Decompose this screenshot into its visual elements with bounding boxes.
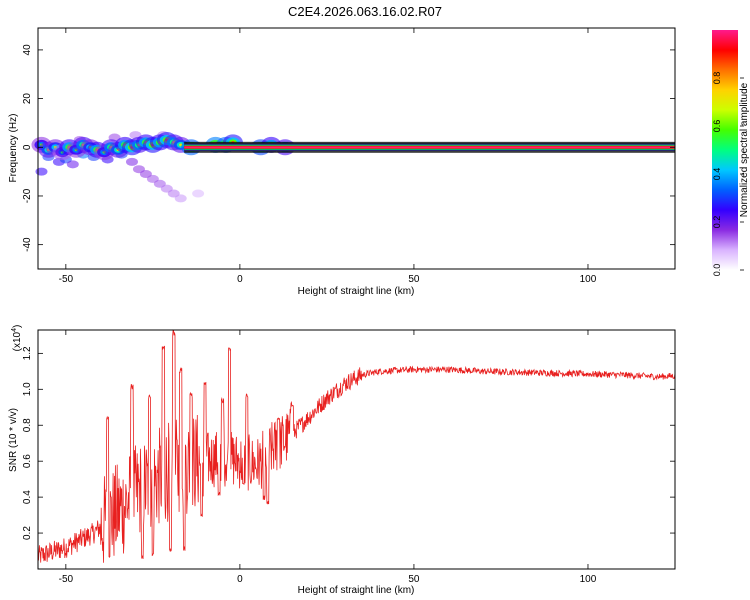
colorbar-tick-label: 0.8 xyxy=(712,72,722,85)
snr-y-tick-label: 1.2 xyxy=(22,346,33,360)
snr-panel: -50 0 50 100 0.2 0.4 0.6 0.8 1.0 1.2 Height of s… xyxy=(8,325,676,596)
colorbar-tick-label: 0.2 xyxy=(712,216,722,229)
spectrogram-y-axis: -40 -20 0 20 40 xyxy=(22,44,675,252)
snr-x-tick-label: 100 xyxy=(580,574,597,585)
snr-y-tick-label: 0.2 xyxy=(22,526,33,540)
spectrogram-marks xyxy=(31,131,675,203)
snr-y-axis: 0.2 0.4 0.6 0.8 1.0 1.2 xyxy=(22,346,675,540)
colorbar-strip xyxy=(712,30,738,270)
spectrogram-x-tick-label: -50 xyxy=(59,274,74,285)
spectrogram-y-tick-label: 20 xyxy=(22,93,33,105)
snr-x-tick-label: 0 xyxy=(237,574,243,585)
spectrogram-x-label: Height of straight line (km) xyxy=(298,286,415,297)
colorbar-tick-label: 0.4 xyxy=(712,168,722,181)
carrier-band xyxy=(184,141,675,153)
figure-title: C2E4.2026.063.16.02.R07 xyxy=(288,4,442,19)
spectrogram-scatter-point xyxy=(66,160,79,169)
spectrogram-x-tick-label: 50 xyxy=(408,274,420,285)
spectrogram-y-tick-label: -20 xyxy=(22,188,33,203)
snr-series-line xyxy=(37,329,676,563)
spectrogram-x-axis: -50 0 50 100 xyxy=(59,28,597,285)
spectrogram-y-tick-label: -40 xyxy=(22,237,33,252)
spectrogram-x-tick-label: 100 xyxy=(580,274,597,285)
colorbar: 0.0 0.2 0.4 0.6 0.8 Normalized spectral ampl… xyxy=(712,30,750,276)
colorbar-ticks: 0.0 0.2 0.4 0.6 0.8 xyxy=(712,72,744,277)
spectrogram-scatter-point xyxy=(192,189,205,198)
snr-y-multiplier-close: ) xyxy=(12,325,23,328)
spectrogram-scatter-point xyxy=(35,167,48,176)
spectrogram-x-tick-label: 0 xyxy=(237,274,243,285)
spectrogram-y-label: Frequency (Hz) xyxy=(8,114,19,183)
snr-y-label: SNR (10 * v/v) xyxy=(8,408,19,472)
snr-x-axis: -50 0 50 100 xyxy=(59,330,597,585)
snr-y-tick-label: 0.6 xyxy=(22,454,33,468)
snr-x-tick-label: -50 xyxy=(59,574,74,585)
spectrogram-scatter-point xyxy=(174,194,187,203)
colorbar-label: Normalized spectral amplitude xyxy=(739,82,750,217)
snr-y-multiplier-base: (x10 xyxy=(12,331,23,351)
colorbar-tick-label: 0.6 xyxy=(712,120,722,133)
spectrogram-frame xyxy=(37,27,676,270)
snr-y-tick-label: 1.0 xyxy=(22,382,33,396)
spectrogram-y-tick-label: 0 xyxy=(22,144,33,150)
snr-y-multiplier-exp: 4 xyxy=(11,328,18,332)
colorbar-tick-label: 0.0 xyxy=(712,264,722,277)
snr-frame xyxy=(37,329,676,570)
snr-x-tick-label: 50 xyxy=(408,574,420,585)
snr-y-multiplier: (x104) xyxy=(11,325,23,352)
snr-x-label: Height of straight line (km) xyxy=(298,585,415,596)
snr-y-tick-label: 0.8 xyxy=(22,418,33,432)
spectrogram-panel: -50 0 50 100 -40 -20 0 20 40 Height of straight… xyxy=(8,27,676,297)
spectrogram-scatter-point xyxy=(125,157,138,166)
snr-y-tick-label: 0.4 xyxy=(22,490,33,504)
svg-text:(x104): (x104) xyxy=(11,325,23,352)
spectrogram-y-tick-label: 40 xyxy=(22,44,33,56)
